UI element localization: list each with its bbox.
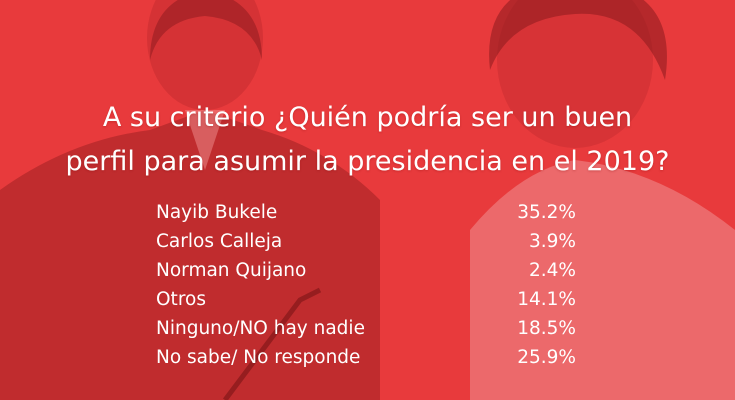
percentage-value: 35.2%	[517, 202, 576, 223]
candidate-label: Ninguno/NO hay nadie	[156, 318, 365, 339]
percentage-value: 18.5%	[517, 318, 576, 339]
table-row: No sabe/ No responde 25.9%	[0, 343, 735, 373]
table-row: Otros 14.1%	[0, 285, 735, 315]
candidate-label: Carlos Calleja	[156, 231, 283, 252]
percentage-value: 2.4%	[529, 260, 576, 281]
poll-question: A su criterio ¿Quién podría ser un buen …	[0, 96, 735, 184]
question-line-1: A su criterio ¿Quién podría ser un buen	[102, 102, 633, 133]
candidate-label: No sabe/ No responde	[156, 347, 361, 368]
table-row: Carlos Calleja 3.9%	[0, 227, 735, 257]
candidate-label: Norman Quijano	[156, 260, 307, 281]
left-person-silhouette	[0, 0, 380, 400]
table-row: Norman Quijano 2.4%	[0, 256, 735, 286]
question-line-2: perfil para asumir la presidencia en el …	[65, 146, 670, 177]
candidate-label: Nayib Bukele	[156, 202, 278, 223]
table-row: Ninguno/NO hay nadie 18.5%	[0, 314, 735, 344]
right-person-silhouette	[470, 0, 735, 400]
microphone-icon	[223, 287, 322, 400]
percentage-value: 3.9%	[529, 231, 576, 252]
percentage-value: 14.1%	[517, 289, 576, 310]
percentage-value: 25.9%	[517, 347, 576, 368]
candidate-label: Otros	[156, 289, 206, 310]
table-row: Nayib Bukele 35.2%	[0, 198, 735, 228]
